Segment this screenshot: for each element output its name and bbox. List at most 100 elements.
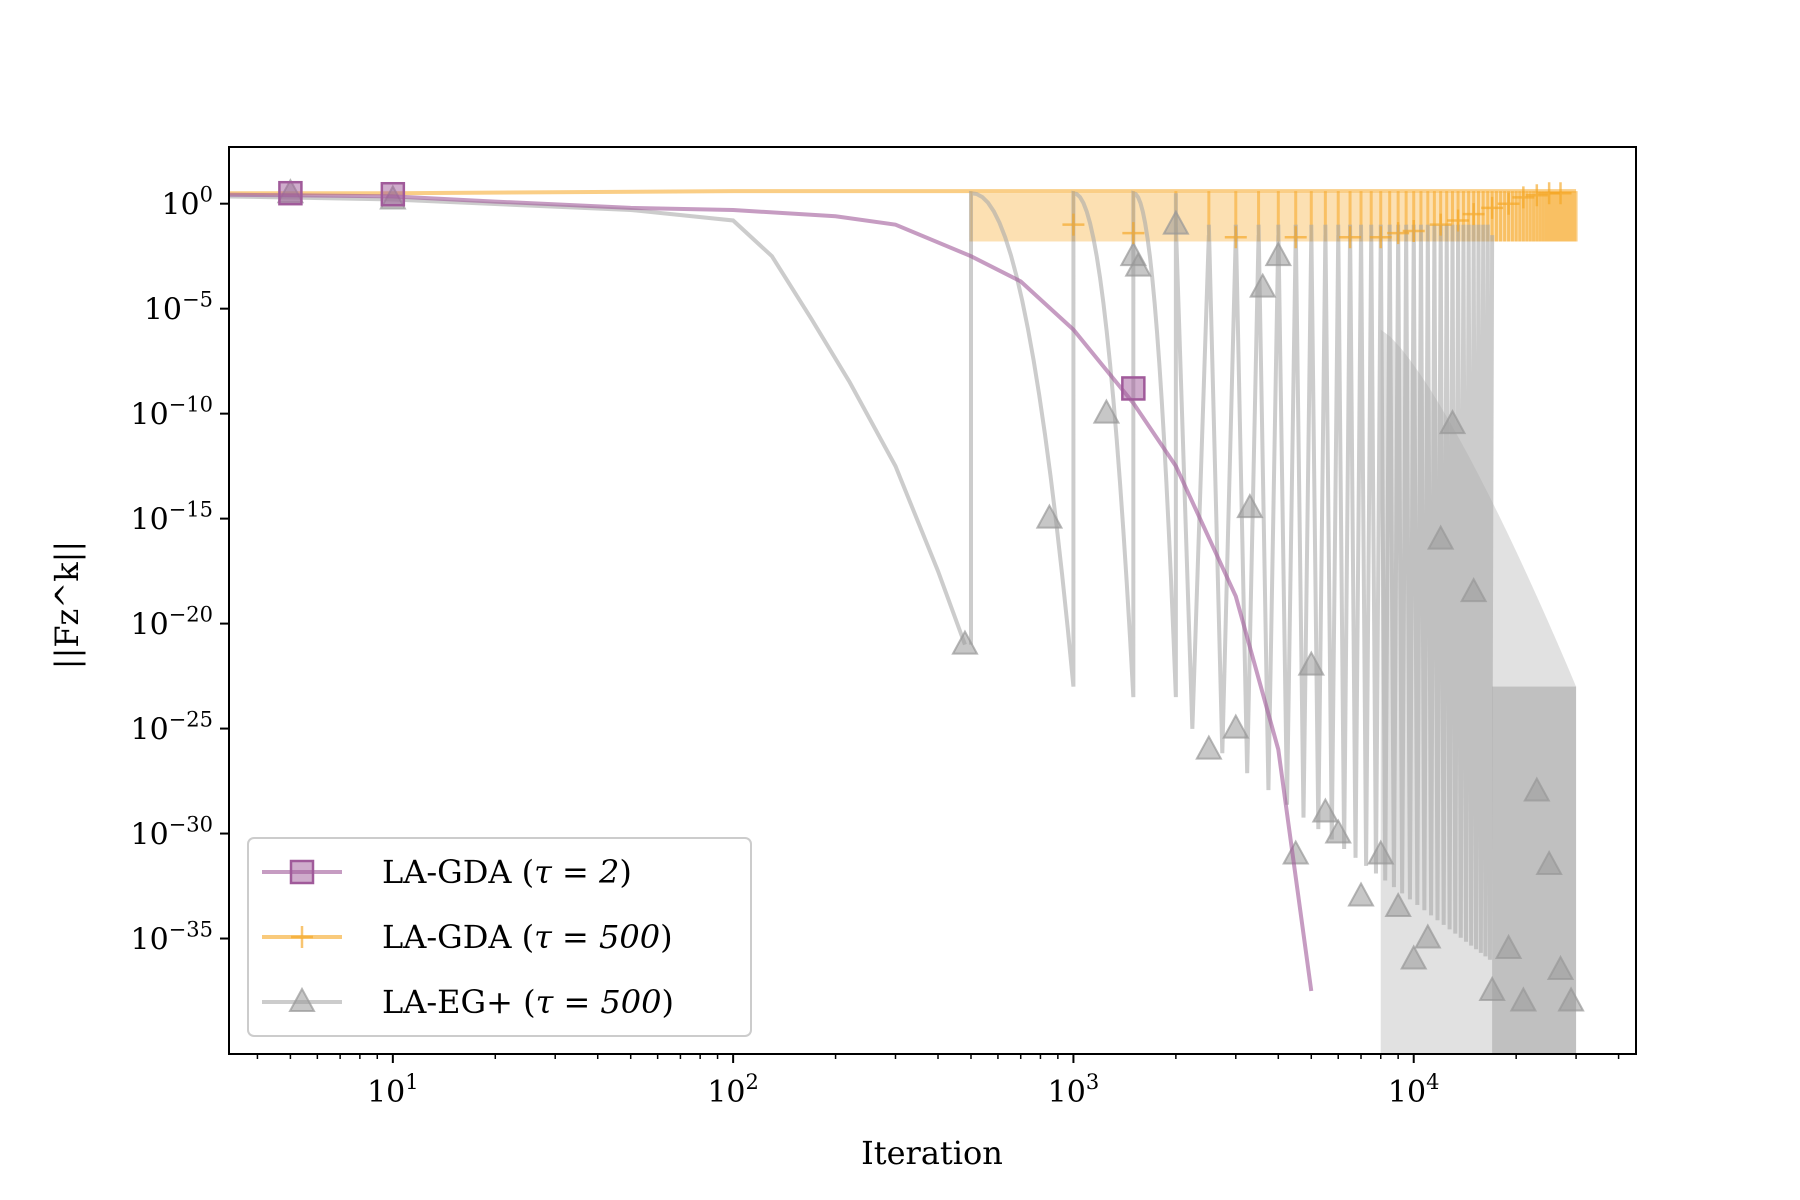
- y-tick-label: 10−5: [144, 288, 213, 328]
- eg-marker: [1162, 209, 1190, 235]
- legend-label-param: τ = 2: [534, 853, 619, 891]
- y-tick-base: 10: [130, 818, 168, 853]
- eg-marker: [1438, 409, 1467, 435]
- legend-marker: [291, 926, 313, 948]
- eg-marker: [1478, 975, 1506, 1002]
- gda500-marker: [1387, 222, 1410, 245]
- eg-marker: [1523, 776, 1551, 802]
- x-tick-exponent: 3: [1086, 1070, 1099, 1094]
- eg-marker: [951, 629, 979, 655]
- gda500-marker: [1339, 226, 1362, 249]
- gda500-marker: [1429, 213, 1452, 236]
- gda500-marker: [1122, 222, 1145, 245]
- gda500-marker: [1462, 203, 1485, 226]
- y-tick-base: 10: [130, 398, 168, 433]
- legend-label-main: LA-GDA (: [382, 918, 534, 956]
- eg-marker: [1035, 503, 1064, 529]
- x-tick-base: 10: [1388, 1075, 1426, 1110]
- y-tick-label: 10−20: [130, 603, 213, 643]
- eg-marker: [1222, 713, 1250, 739]
- gda500-marker: [1512, 186, 1535, 209]
- x-tick-base: 10: [1048, 1075, 1086, 1110]
- eg-marker: [1557, 986, 1585, 1012]
- gda2-marker: [1121, 376, 1146, 401]
- x-tick-exponent: 2: [746, 1070, 759, 1094]
- legend-marker: [289, 859, 315, 885]
- y-tick-exponent: −35: [169, 918, 213, 942]
- eg-marker: [1546, 954, 1575, 981]
- y-tick-base: 10: [144, 293, 182, 328]
- y-tick-base: 10: [130, 713, 168, 748]
- eg-marker: [1311, 797, 1340, 823]
- y-tick-base: 10: [161, 188, 199, 223]
- gda500-marker: [1525, 184, 1548, 207]
- gda500-marker: [1549, 182, 1572, 205]
- gda500-marker: [1284, 226, 1307, 249]
- eg-marker: [1426, 524, 1455, 550]
- x-tick-label: 102: [707, 1070, 759, 1110]
- legend: LA-GDA (τ = 2)LA-GDA (τ = 500)LA-EG+ (τ …: [247, 837, 752, 1037]
- y-tick-exponent: −5: [182, 288, 213, 312]
- legend-label: LA-GDA (τ = 500): [382, 918, 673, 956]
- y-tick-base: 10: [130, 503, 168, 538]
- gda500-oscillation-band: [970, 193, 1577, 242]
- x-tick-label: 104: [1388, 1070, 1440, 1110]
- eg-marker: [1509, 986, 1538, 1012]
- gda2-line: [229, 192, 1314, 992]
- eg-marker: [1400, 944, 1428, 970]
- x-tick-label: 103: [1048, 1070, 1100, 1110]
- eg-dense-band: [1492, 686, 1577, 1054]
- eg-marker: [1264, 241, 1292, 267]
- y-tick-label: 10−35: [130, 918, 213, 958]
- legend-marker: [288, 986, 316, 1012]
- x-tick-exponent: 4: [1426, 1070, 1439, 1094]
- legend-label-close: ): [660, 918, 672, 956]
- eg-marker: [1535, 849, 1563, 876]
- eg-marker: [1195, 734, 1223, 760]
- x-axis-title: Iteration: [861, 1134, 1003, 1172]
- y-tick-label: 10−10: [130, 393, 213, 433]
- eg-marker: [1347, 881, 1375, 907]
- legend-label: LA-EG+ (τ = 500): [382, 983, 674, 1021]
- plot-area: [229, 178, 1585, 1054]
- eg-marker: [1414, 923, 1442, 949]
- eg-marker: [1367, 839, 1395, 865]
- y-tick-label: 10−30: [130, 813, 213, 853]
- legend-label-param: τ = 500: [534, 918, 660, 956]
- axes-frame: [228, 146, 1637, 1055]
- y-tick-label: 10−25: [130, 708, 213, 748]
- y-tick-label: 10−15: [130, 498, 213, 538]
- eg-initial-decay: [229, 194, 967, 646]
- eg-marker: [1092, 398, 1121, 424]
- y-tick-exponent: −25: [169, 708, 213, 732]
- eg-marker: [1384, 891, 1412, 918]
- y-tick-exponent: −15: [169, 498, 213, 522]
- x-tick-base: 10: [367, 1075, 405, 1110]
- gda500-marker: [1062, 213, 1085, 236]
- x-tick-base: 10: [707, 1075, 745, 1110]
- y-tick-label: 100: [161, 183, 213, 223]
- eg-marker: [1494, 933, 1523, 960]
- legend-label-close: ): [619, 853, 631, 891]
- gda500-marker: [1369, 226, 1392, 249]
- y-tick-exponent: −30: [169, 813, 213, 837]
- y-tick-exponent: −10: [169, 393, 213, 417]
- x-axis: 101 102 103 104: [256, 1054, 1620, 1110]
- y-tick-base: 10: [130, 923, 168, 958]
- eg-upper-envelope: [1380, 329, 1577, 1054]
- eg-marker: [1236, 493, 1264, 519]
- x-tick-exponent: 1: [405, 1070, 418, 1094]
- x-tick-label: 101: [367, 1070, 419, 1110]
- series-group: [229, 178, 1585, 1054]
- gda2-marker: [380, 181, 406, 207]
- eg-marker: [1324, 818, 1352, 844]
- y-tick-base: 10: [130, 608, 168, 643]
- legend-label-param: τ = 500: [536, 983, 662, 1021]
- legend-label: LA-GDA (τ = 2): [382, 853, 632, 891]
- eg-marker: [1297, 650, 1325, 676]
- legend-label-main: LA-EG+ (: [382, 983, 536, 1021]
- gda2-marker: [278, 180, 303, 206]
- eg-marker: [1124, 251, 1152, 277]
